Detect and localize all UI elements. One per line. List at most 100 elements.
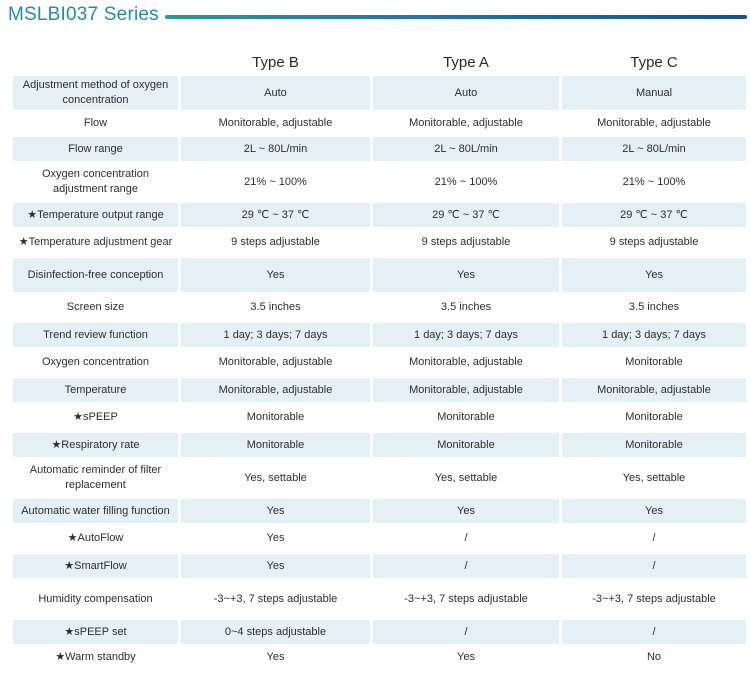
table-row: ★SmartFlow Yes / / xyxy=(13,554,746,578)
value-cell: 1 day; 3 days; 7 days xyxy=(562,323,746,347)
title-divider xyxy=(165,15,747,19)
table-row: ★Temperature adjustment gear 9 steps adj… xyxy=(13,227,746,258)
table-row: ★Temperature output range 29 ℃ ~ 37 ℃ 29… xyxy=(13,203,746,227)
feature-cell: Flow xyxy=(83,117,108,129)
feature-cell: Automatic water filling function xyxy=(13,499,178,523)
value-cell: 3.5 inches xyxy=(250,301,301,313)
value-cell: 9 steps adjustable xyxy=(609,236,699,248)
table-row: Temperature Monitorable, adjustable Moni… xyxy=(13,378,746,402)
header-type-a: Type A xyxy=(443,53,489,71)
value-cell: No xyxy=(646,651,662,663)
table-row: Oxygen concentration adjustment range 21… xyxy=(13,161,746,203)
value-cell: 3.5 inches xyxy=(440,301,492,313)
value-cell: Monitorable xyxy=(562,433,746,457)
feature-cell: Screen size xyxy=(66,301,125,313)
table-row: Automatic water filling function Yes Yes… xyxy=(13,499,746,523)
feature-cell: ★AutoFlow xyxy=(67,532,124,544)
value-cell: / xyxy=(373,554,559,578)
value-cell: Monitorable xyxy=(625,411,683,423)
table-row: ★sPEEP Monitorable Monitorable Monitorab… xyxy=(13,402,746,433)
feature-cell: Flow range xyxy=(13,137,178,161)
feature-cell: Oxygen concentration xyxy=(41,356,149,368)
feature-cell: Adjustment method of oxygen concentratio… xyxy=(13,76,178,110)
value-cell: 21% ~ 100% xyxy=(622,175,686,188)
value-cell: 2L ~ 80L/min xyxy=(562,137,746,161)
table-row: Adjustment method of oxygen concentratio… xyxy=(13,76,746,110)
value-cell: Yes xyxy=(562,499,746,523)
value-cell: 21% ~ 100% xyxy=(434,175,498,188)
page-title: MSLBI037 Series xyxy=(8,4,159,25)
value-cell: 21% ~ 100% xyxy=(244,175,307,188)
value-cell: Monitorable, adjustable xyxy=(562,378,746,402)
value-cell: 29 ℃ ~ 37 ℃ xyxy=(373,203,559,227)
value-cell: -3~+3, 7 steps adjustable xyxy=(592,592,716,605)
table-row: Disinfection-free conception Yes Yes Yes xyxy=(13,258,746,292)
header-type-c: Type C xyxy=(630,53,678,71)
value-cell: -3~+3, 7 steps adjustable xyxy=(213,592,338,605)
value-cell: Monitorable, adjustable xyxy=(181,378,370,402)
value-cell: 2L ~ 80L/min xyxy=(181,137,370,161)
table-row: Flow Monitorable, adjustable Monitorable… xyxy=(13,110,746,137)
table-row: Oxygen concentration Monitorable, adjust… xyxy=(13,347,746,378)
value-cell: Yes xyxy=(181,258,370,292)
feature-cell: ★Temperature output range xyxy=(13,203,178,227)
value-cell: Monitorable xyxy=(437,411,495,423)
value-cell: 9 steps adjustable xyxy=(231,236,320,248)
header-type-b: Type B xyxy=(252,53,299,71)
value-cell: Yes xyxy=(266,651,285,663)
value-cell: / xyxy=(652,532,656,544)
table-row: Screen size 3.5 inches 3.5 inches 3.5 in… xyxy=(13,292,746,323)
value-cell: Monitorable, adjustable xyxy=(218,356,333,368)
value-cell: Yes xyxy=(181,554,370,578)
header-feature xyxy=(13,48,178,76)
value-cell: Yes xyxy=(373,258,559,292)
value-cell: 0~4 steps adjustable xyxy=(181,620,370,644)
value-cell: 2L ~ 80L/min xyxy=(373,137,559,161)
value-cell: Yes, settable xyxy=(244,471,307,484)
value-cell: Yes, settable xyxy=(622,471,686,484)
table-row: ★sPEEP set 0~4 steps adjustable / / xyxy=(13,620,746,644)
feature-cell: Automatic reminder of filter replacement xyxy=(29,464,162,491)
feature-cell: Humidity compensation xyxy=(38,592,153,605)
feature-cell: ★sPEEP set xyxy=(13,620,178,644)
feature-cell: ★Temperature adjustment gear xyxy=(18,236,173,248)
feature-cell: Trend review function xyxy=(13,323,178,347)
value-cell: 1 day; 3 days; 7 days xyxy=(373,323,559,347)
feature-cell: ★sPEEP xyxy=(73,411,118,423)
value-cell: -3~+3, 7 steps adjustable xyxy=(404,592,528,605)
feature-cell: Disinfection-free conception xyxy=(13,258,178,292)
feature-cell: Oxygen concentration adjustment range xyxy=(41,168,149,195)
value-cell: / xyxy=(373,620,559,644)
value-cell: Monitorable, adjustable xyxy=(373,378,559,402)
spec-table: Type B Type A Type C Adjustment method o… xyxy=(10,48,749,671)
value-cell: Monitorable xyxy=(181,433,370,457)
value-cell: Yes xyxy=(373,499,559,523)
value-cell: Auto xyxy=(373,76,559,110)
value-cell: / xyxy=(464,532,468,544)
value-cell: Monitorable, adjustable xyxy=(409,356,523,368)
table-row: Automatic reminder of filter replacement… xyxy=(13,457,746,499)
table-row: ★Respiratory rate Monitorable Monitorabl… xyxy=(13,433,746,457)
value-cell: Yes xyxy=(181,499,370,523)
value-cell: 3.5 inches xyxy=(628,301,680,313)
value-cell: Yes xyxy=(562,258,746,292)
table-row: ★AutoFlow Yes / / xyxy=(13,523,746,554)
table-row: ★Warm standby Yes Yes No xyxy=(13,644,746,671)
feature-cell: ★SmartFlow xyxy=(13,554,178,578)
table-row: Trend review function 1 day; 3 days; 7 d… xyxy=(13,323,746,347)
value-cell: Monitorable, adjustable xyxy=(597,117,711,129)
value-cell: Monitorable, adjustable xyxy=(409,117,523,129)
table-row: Humidity compensation -3~+3, 7 steps adj… xyxy=(13,578,746,620)
feature-cell: ★Respiratory rate xyxy=(13,433,178,457)
feature-cell: Temperature xyxy=(13,378,178,402)
value-cell: Auto xyxy=(181,76,370,110)
table-row: Flow range 2L ~ 80L/min 2L ~ 80L/min 2L … xyxy=(13,137,746,161)
value-cell: / xyxy=(562,554,746,578)
value-cell: Yes xyxy=(266,532,285,544)
value-cell: Monitorable xyxy=(246,411,305,423)
value-cell: Monitorable xyxy=(373,433,559,457)
value-cell: Monitorable xyxy=(625,356,683,368)
value-cell: 29 ℃ ~ 37 ℃ xyxy=(562,203,746,227)
value-cell: 9 steps adjustable xyxy=(421,236,511,248)
value-cell: Monitorable, adjustable xyxy=(218,117,333,129)
